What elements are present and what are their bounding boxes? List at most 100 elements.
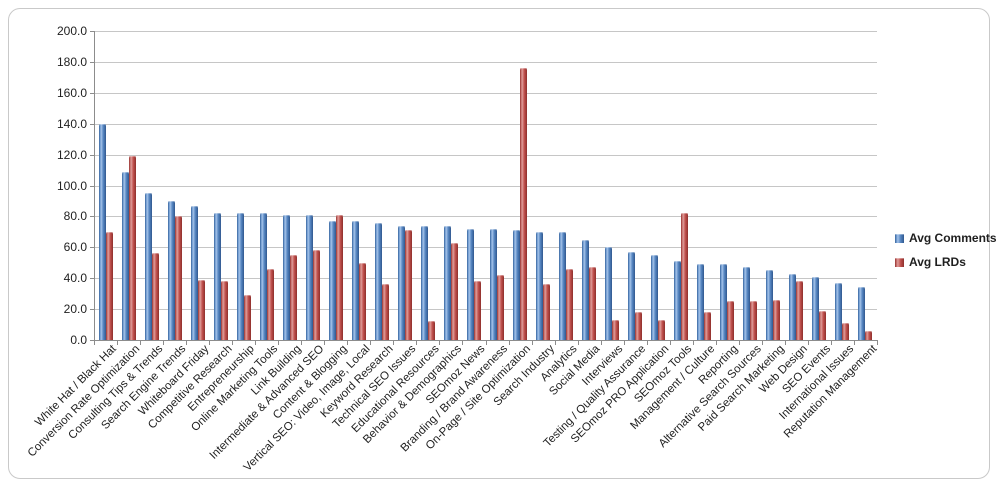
bar-avg-comments bbox=[835, 282, 843, 340]
bar-avg-lrds bbox=[151, 253, 159, 340]
x-tick bbox=[117, 341, 119, 345]
gridline bbox=[95, 247, 877, 249]
y-tick bbox=[90, 309, 94, 311]
x-tick bbox=[163, 341, 165, 345]
y-axis-label: 40.0 bbox=[63, 271, 87, 286]
x-tick bbox=[600, 341, 602, 345]
bar-avg-comments bbox=[328, 221, 336, 340]
x-tick bbox=[462, 341, 464, 345]
bar-avg-comments bbox=[812, 276, 820, 340]
x-tick bbox=[761, 341, 763, 345]
x-tick bbox=[278, 341, 280, 345]
bar-avg-lrds bbox=[220, 281, 228, 340]
bar-avg-comments bbox=[167, 200, 175, 340]
gridline bbox=[95, 123, 877, 125]
y-axis-label: 60.0 bbox=[63, 240, 87, 255]
y-axis-label: 100.0 bbox=[56, 178, 87, 193]
legend-swatch-avg-lrds-icon bbox=[895, 257, 904, 267]
bar-avg-comments bbox=[351, 221, 359, 340]
x-tick bbox=[807, 341, 809, 345]
chart-frame: 0.0 20.0 40.0 60.0 80.0 100.0 120.0 140.0 160.0 1… bbox=[8, 8, 997, 479]
x-tick bbox=[439, 341, 441, 345]
y-tick bbox=[90, 278, 94, 280]
y-axis-label: 20.0 bbox=[63, 302, 87, 317]
x-tick bbox=[140, 341, 142, 345]
bar-avg-lrds bbox=[865, 330, 873, 340]
gridline bbox=[95, 92, 877, 94]
x-tick bbox=[623, 341, 625, 345]
bar-avg-lrds bbox=[796, 281, 804, 340]
x-tick bbox=[646, 341, 648, 345]
bar-avg-lrds bbox=[750, 301, 758, 340]
x-tick bbox=[393, 341, 395, 345]
y-axis-label: 200.0 bbox=[56, 24, 87, 38]
x-tick bbox=[186, 341, 188, 345]
bar-avg-comments bbox=[743, 267, 751, 340]
x-tick bbox=[577, 341, 579, 345]
gridline bbox=[95, 216, 877, 218]
x-tick bbox=[715, 341, 717, 345]
bar-avg-lrds bbox=[473, 281, 481, 340]
bar-avg-comments bbox=[858, 287, 866, 340]
bar-avg-comments bbox=[490, 228, 497, 340]
legend-label-avg-comments: Avg Comments bbox=[909, 231, 997, 245]
legend-item-avg-lrds: Avg LRDs bbox=[895, 255, 997, 269]
legend-item-avg-comments: Avg Comments bbox=[895, 231, 997, 245]
x-tick bbox=[554, 341, 556, 345]
bar-avg-lrds bbox=[243, 295, 251, 340]
bar-avg-comments bbox=[144, 193, 152, 340]
x-tick bbox=[669, 341, 671, 345]
y-tick bbox=[90, 154, 94, 156]
y-tick bbox=[90, 340, 94, 341]
gridline bbox=[95, 309, 877, 311]
legend-label-avg-lrds: Avg LRDs bbox=[909, 255, 966, 269]
y-tick bbox=[90, 61, 94, 63]
bar-avg-comments bbox=[674, 261, 682, 340]
x-axis-line bbox=[94, 340, 878, 341]
legend-swatch-avg-comments-icon bbox=[895, 233, 904, 243]
bar-avg-lrds bbox=[312, 250, 320, 340]
bar-avg-comments bbox=[651, 255, 659, 340]
bar-avg-lrds bbox=[681, 213, 689, 340]
bar-avg-comments bbox=[605, 247, 613, 340]
legend: Avg Comments Avg LRDs bbox=[895, 231, 997, 279]
bar-avg-comments bbox=[121, 171, 129, 340]
gridline bbox=[95, 278, 877, 280]
bar-avg-comments bbox=[536, 231, 544, 340]
bar-avg-lrds bbox=[128, 156, 136, 340]
bar-avg-lrds bbox=[358, 262, 366, 340]
bar-avg-comments bbox=[190, 205, 198, 340]
bar-avg-comments bbox=[374, 222, 382, 340]
plot-area bbox=[94, 31, 877, 340]
x-tick bbox=[531, 341, 533, 345]
y-axis-line bbox=[94, 31, 95, 341]
x-tick bbox=[830, 341, 832, 345]
y-tick bbox=[90, 216, 94, 218]
bar-avg-comments bbox=[213, 213, 221, 340]
bar-avg-lrds bbox=[381, 284, 389, 340]
bar-avg-comments bbox=[420, 225, 428, 340]
gridline bbox=[95, 185, 877, 187]
x-tick bbox=[784, 341, 786, 345]
x-tick bbox=[324, 341, 326, 345]
bar-avg-comments bbox=[466, 228, 474, 340]
bar-avg-lrds bbox=[543, 284, 551, 340]
gridline bbox=[95, 61, 877, 63]
bar-avg-lrds bbox=[427, 321, 435, 340]
y-tick bbox=[90, 92, 94, 94]
gridline bbox=[95, 154, 877, 156]
y-axis-label: 140.0 bbox=[56, 116, 87, 131]
bar-avg-comments bbox=[98, 123, 106, 340]
bar-avg-lrds bbox=[197, 279, 205, 340]
x-tick bbox=[692, 341, 694, 345]
x-tick bbox=[255, 341, 257, 345]
gridline bbox=[95, 31, 877, 32]
y-axis-label: 180.0 bbox=[56, 54, 87, 69]
bar-avg-lrds bbox=[819, 310, 827, 340]
bar-avg-lrds bbox=[704, 312, 712, 340]
x-tick bbox=[209, 341, 211, 345]
bar-avg-comments bbox=[305, 214, 313, 340]
bar-avg-comments bbox=[397, 225, 405, 340]
bar-avg-comments bbox=[443, 225, 451, 340]
bar-avg-lrds bbox=[266, 268, 274, 340]
